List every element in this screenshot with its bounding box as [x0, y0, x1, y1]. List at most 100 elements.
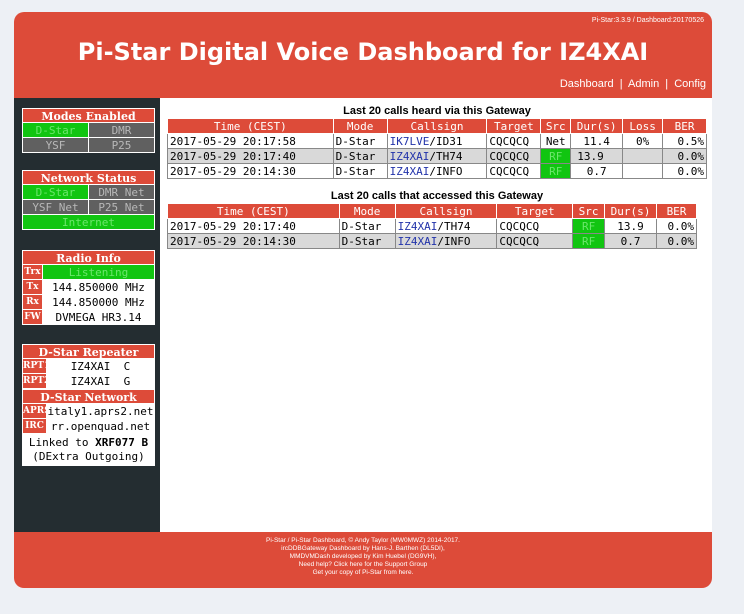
table-row: 2017-05-29 20:17:40 D-Star IZ4XAI/TH74 C… [167, 218, 697, 234]
cell-ber: 0.0% [656, 233, 697, 249]
cell-src: RF [572, 233, 606, 249]
radio-info-panel: Radio Info Trx Listening Tx 144.850000 M… [22, 250, 155, 325]
irc-label: IRC [23, 419, 47, 433]
linked-status: Linked to XRF077 B (DExtra Outgoing) [22, 434, 155, 466]
cell-time: 2017-05-29 20:17:40 [167, 148, 334, 164]
cell-target: CQCQCQ [486, 163, 542, 179]
dstar-repeater-panel: D-Star Repeater RPT1 IZ4XAI C RPT2 IZ4XA… [22, 344, 155, 466]
callsign-link[interactable]: IZ4XAI [397, 219, 438, 233]
table-row: 2017-05-29 20:17:58 D-Star IK7LVE/ID31 C… [167, 133, 707, 149]
heard-table: Time (CEST) Mode Callsign Target Src Dur… [167, 118, 707, 179]
cell-loss [622, 148, 664, 164]
nav-separator: | [665, 78, 669, 90]
net-ysf: YSF Net [23, 200, 88, 214]
rx-label: Rx [23, 295, 43, 309]
net-p25: P25 Net [88, 200, 154, 214]
tx-value: 144.850000 MHz [43, 280, 154, 294]
cell-mode: D-Star [338, 218, 396, 234]
cell-target: CQCQCQ [486, 148, 542, 164]
cell-mode: D-Star [338, 233, 396, 249]
fw-value: DVMEGA HR3.14 [43, 310, 154, 324]
footer-copyright: Pi-Star / Pi-Star Dashboard, © Andy Tayl… [266, 537, 460, 544]
rx-value: 144.850000 MHz [43, 295, 154, 309]
cell-mode: D-Star [332, 148, 388, 164]
col-dur: Dur(s) [570, 118, 624, 134]
mode-ysf: YSF [23, 138, 88, 152]
cell-target: CQCQCQ [496, 218, 574, 234]
cell-loss: 0% [622, 133, 664, 149]
net-dstar: D-Star Net [23, 185, 88, 214]
cell-time: 2017-05-29 20:14:30 [167, 233, 340, 249]
linked-reflector: XRF077 B [95, 436, 149, 449]
callsign-suffix: /INFO [429, 164, 463, 178]
footer-credit-ircddb: ircDDBGateway Dashboard by Hans-J. Barth… [281, 545, 445, 552]
version-info: Pi-Star:3.3.9 / Dashboard:20170526 [591, 17, 704, 24]
col-ber: BER [662, 118, 707, 134]
aprs-value: italy1.aprs2.net [47, 404, 154, 418]
col-target: Target [486, 118, 542, 134]
callsign-link[interactable]: IZ4XAI [397, 234, 438, 248]
cell-dur: 0.7 [604, 233, 658, 249]
footer-download-link[interactable]: Get your copy of Pi-Star from here. [312, 569, 414, 576]
col-time: Time (CEST) [167, 203, 340, 219]
modes-enabled-panel: Modes Enabled D-Star DMR YSF P25 [22, 108, 155, 153]
callsign-suffix: /INFO [437, 234, 471, 248]
col-loss: Loss [622, 118, 664, 134]
nav-admin-link[interactable]: Admin [628, 78, 660, 90]
rpt1-label: RPT1 [23, 359, 51, 373]
rpt2-value: IZ4XAI G [47, 374, 154, 388]
col-src: Src [572, 203, 606, 219]
header: Pi-Star:3.3.9 / Dashboard:20170526 Pi-St… [14, 12, 712, 98]
network-status-panel: Network Status D-Star Net DMR Net YSF Ne… [22, 170, 155, 230]
cell-callsign: IZ4XAI/TH74 [394, 218, 498, 234]
cell-target: CQCQCQ [486, 133, 542, 149]
linked-mode: (DExtra Outgoing) [32, 450, 145, 463]
cell-dur: 0.7 [570, 163, 624, 179]
cell-src: Net [540, 133, 572, 149]
cell-src: RF [540, 163, 572, 179]
col-ber: BER [656, 203, 697, 219]
callsign-link[interactable]: IZ4XAI [389, 149, 430, 163]
cell-loss [622, 163, 664, 179]
cell-time: 2017-05-29 20:17:40 [167, 218, 340, 234]
linked-prefix: Linked to [28, 436, 96, 449]
cell-ber: 0.0% [662, 148, 707, 164]
cell-callsign: IK7LVE/ID31 [386, 133, 488, 149]
top-nav: Dashboard | Admin | Config [560, 78, 706, 90]
radio-info-title: Radio Info [22, 250, 155, 265]
cell-mode: D-Star [332, 133, 388, 149]
cell-callsign: IZ4XAI/INFO [394, 233, 498, 249]
callsign-link[interactable]: IZ4XAI [389, 164, 430, 178]
col-mode: Mode [338, 203, 396, 219]
col-dur: Dur(s) [604, 203, 658, 219]
footer-support-link[interactable]: Need help? Click here for the Support Gr… [298, 561, 428, 568]
page-title: Pi-Star Digital Voice Dashboard for IZ4X… [77, 38, 649, 66]
net-dmr: DMR Net [88, 185, 154, 199]
footer: Pi-Star / Pi-Star Dashboard, © Andy Tayl… [14, 532, 712, 588]
cell-dur: 13.9 [604, 218, 658, 234]
table-row: 2017-05-29 20:14:30 D-Star IZ4XAI/INFO C… [167, 233, 697, 249]
dstar-repeater-title: D-Star Repeater [22, 344, 155, 359]
heard-header-row: Time (CEST) Mode Callsign Target Src Dur… [167, 118, 707, 134]
table-row: 2017-05-29 20:14:30 D-Star IZ4XAI/INFO C… [167, 163, 707, 179]
nav-config-link[interactable]: Config [674, 78, 706, 90]
network-status-title: Network Status [22, 170, 155, 185]
nav-dashboard-link[interactable]: Dashboard [559, 78, 614, 90]
tx-label: Tx [23, 280, 43, 294]
callsign-link[interactable]: IK7LVE [389, 134, 430, 148]
cell-callsign: IZ4XAI/TH74 [386, 148, 488, 164]
cell-dur: 11.4 [570, 133, 624, 149]
cell-mode: D-Star [332, 163, 388, 179]
rpt1-value: IZ4XAI C [47, 359, 154, 373]
mode-p25: P25 [88, 138, 154, 152]
aprs-label: APRS [23, 404, 51, 418]
cell-dur: 13.9 [570, 148, 624, 164]
cell-target: CQCQCQ [496, 233, 574, 249]
cell-ber: 0.0% [662, 163, 707, 179]
trx-label: Trx [23, 265, 43, 279]
accessed-header-row: Time (CEST) Mode Callsign Target Src Dur… [167, 203, 697, 219]
cell-src: RF [540, 148, 572, 164]
fw-label: FW [23, 310, 43, 324]
net-internet: Internet [23, 215, 154, 229]
cell-ber: 0.0% [656, 218, 697, 234]
